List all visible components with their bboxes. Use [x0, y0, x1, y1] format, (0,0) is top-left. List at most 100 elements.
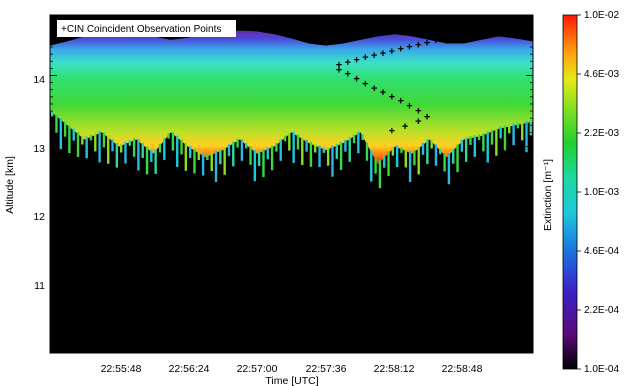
fall-streak [365, 142, 369, 161]
fall-streak [107, 135, 110, 164]
coincident-point-marker: + [380, 87, 386, 99]
fall-streak [352, 134, 356, 144]
fall-streak [128, 140, 131, 146]
legend-label: +CIN Coincident Observation Points [61, 24, 221, 35]
fall-streak [89, 134, 93, 141]
fall-streak [344, 139, 347, 152]
fall-streak [210, 152, 213, 172]
fall-streak [132, 138, 136, 157]
fall-streak [76, 132, 80, 157]
legend: +CIN Coincident Observation Points [57, 20, 236, 37]
fall-streak [378, 160, 382, 189]
x-axis-ticks [51, 15, 529, 353]
fall-streak [395, 145, 399, 168]
y-tick-label: 14 [33, 74, 45, 86]
fall-streak [262, 149, 265, 178]
x-tick-label: 22:58:12 [374, 363, 415, 375]
fall-streak [98, 131, 101, 163]
fall-streak [288, 132, 291, 151]
coincident-point-marker: + [406, 42, 412, 54]
coincident-point-marker: + [433, 35, 439, 47]
fall-streak [257, 150, 261, 167]
coincident-point-marker: + [371, 83, 377, 95]
coincident-point-marker: + [415, 116, 421, 128]
y-tick-label: 12 [33, 211, 45, 223]
x-tick-label: 22:57:00 [237, 363, 278, 375]
coincident-point-marker: + [345, 69, 351, 81]
fall-streak [240, 139, 244, 161]
colorbar-tick-label: 4.6E-04 [584, 246, 619, 257]
x-tick-label: 22:56:24 [169, 363, 210, 375]
fall-streak [81, 135, 84, 145]
x-tick-label: 22:57:36 [306, 363, 347, 375]
plot-area: + + + + + + + + + + + + + + + + ++ + + + + + + + + + ++++ [49, 14, 534, 354]
fall-streak [279, 139, 282, 161]
fall-streak [206, 154, 209, 160]
fall-streak [314, 143, 317, 153]
colorbar-ticks [577, 14, 581, 370]
fall-streak [137, 139, 140, 171]
fall-streak [270, 145, 274, 171]
x-tick-label: 22:58:48 [442, 363, 483, 375]
fall-streak [391, 146, 395, 156]
fall-streak [115, 142, 119, 168]
fall-streak [490, 129, 494, 145]
fall-streak [188, 145, 192, 158]
fall-streak [516, 122, 520, 129]
fall-streak [124, 141, 127, 164]
fall-streak [163, 138, 166, 160]
fall-streak [503, 125, 507, 151]
x-axis-tick-labels: 22:55:48 22:56:24 22:57:00 22:57:36 22:5… [101, 363, 483, 375]
x-axis-label: Time [UTC] [265, 375, 318, 386]
fall-streak [469, 136, 472, 145]
fall-streak [85, 136, 88, 159]
fall-streak [305, 139, 308, 152]
legend-box [57, 20, 236, 37]
fall-streak [361, 134, 364, 140]
fall-streak [245, 142, 248, 149]
fall-streak [266, 147, 269, 160]
colorbar-label: Extinction [m⁻¹] [542, 159, 554, 231]
fall-streak [180, 139, 183, 155]
coincident-point-marker: + [397, 96, 403, 108]
coincident-point-marker: + [362, 79, 368, 91]
fall-streak [357, 131, 360, 154]
fall-streak [145, 146, 149, 175]
fall-streak [521, 121, 524, 141]
coincident-observation-points: + + + + + + + + + + + + + + + + ++ + + + + + + + + + ++++ [336, 26, 484, 138]
fall-streak [525, 121, 528, 153]
fall-streak [512, 123, 515, 146]
fall-streak [94, 133, 97, 152]
coincident-point-marker: + [336, 64, 342, 76]
fall-streak [508, 124, 511, 134]
coincident-point-marker: + [345, 57, 351, 69]
coincident-point-marker: + [406, 101, 412, 113]
fall-streak [176, 135, 179, 167]
coincident-point-marker: + [336, 59, 342, 71]
fall-streak [309, 141, 313, 167]
y-tick-label: 13 [33, 143, 45, 155]
fall-streak [193, 148, 196, 174]
fall-streak [417, 146, 420, 175]
coincident-point-marker: + [380, 48, 386, 60]
fall-streak [102, 132, 106, 148]
fall-streak [283, 135, 287, 142]
coincident-point-marker: + [450, 31, 456, 43]
coincident-point-marker: + [389, 46, 395, 58]
fall-streak [383, 155, 386, 168]
fall-streak [413, 149, 416, 166]
colorbar-tick-label: 1.0E-02 [584, 10, 619, 21]
fall-streak [292, 131, 295, 163]
fall-streak [296, 134, 300, 150]
fall-streak [214, 150, 218, 183]
coincident-point-marker: + [468, 27, 474, 39]
fall-streak [318, 145, 321, 168]
fall-streak [158, 143, 162, 153]
fall-streak [473, 135, 476, 157]
fall-streak [119, 143, 123, 153]
fall-streak [477, 134, 481, 140]
fall-streak [456, 144, 459, 173]
fall-streak [111, 139, 114, 152]
coincident-point-marker: + [415, 39, 421, 51]
colorbar-gradient [562, 14, 578, 370]
